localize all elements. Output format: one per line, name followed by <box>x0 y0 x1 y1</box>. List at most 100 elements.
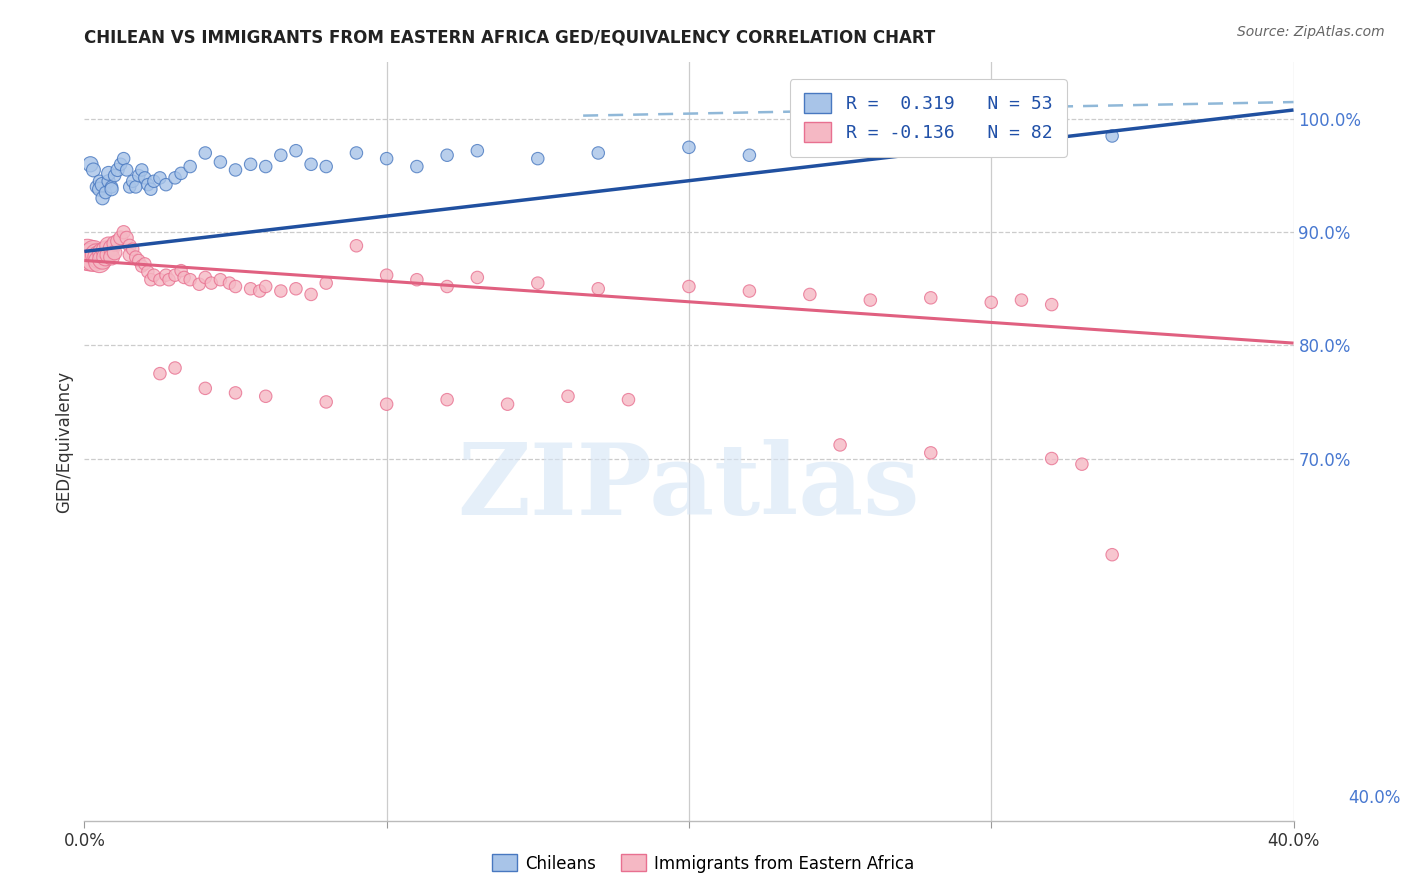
Point <box>980 295 1002 310</box>
Point <box>375 268 398 283</box>
Point <box>128 169 150 183</box>
Point <box>131 163 153 178</box>
Text: CHILEAN VS IMMIGRANTS FROM EASTERN AFRICA GED/EQUIVALENCY CORRELATION CHART: CHILEAN VS IMMIGRANTS FROM EASTERN AFRIC… <box>84 29 935 47</box>
Point <box>125 250 148 264</box>
Point <box>97 248 120 262</box>
Point <box>194 270 217 285</box>
Point <box>557 389 579 403</box>
Text: 40.0%: 40.0% <box>1348 789 1400 807</box>
Point <box>118 239 141 253</box>
Point <box>125 180 148 194</box>
Point <box>157 273 180 287</box>
Point <box>82 245 104 260</box>
Point <box>107 163 129 178</box>
Point <box>100 182 122 196</box>
Point <box>799 287 821 301</box>
Point <box>115 163 138 178</box>
Point <box>239 157 262 171</box>
Point <box>104 245 127 260</box>
Point <box>299 157 322 171</box>
Point <box>375 397 398 411</box>
Point <box>89 250 111 264</box>
Point <box>225 163 247 178</box>
Point <box>170 263 193 277</box>
Point <box>128 253 150 268</box>
Point <box>179 160 201 174</box>
Point <box>527 152 550 166</box>
Point <box>239 282 262 296</box>
Point <box>139 182 162 196</box>
Point <box>118 248 141 262</box>
Point <box>94 244 117 258</box>
Point <box>76 248 98 262</box>
Point <box>194 145 217 160</box>
Point <box>149 170 172 185</box>
Point <box>1101 128 1123 143</box>
Point <box>436 279 458 293</box>
Point <box>527 276 550 290</box>
Point <box>165 170 187 185</box>
Point <box>97 239 120 253</box>
Point <box>285 144 308 158</box>
Point <box>136 178 159 192</box>
Point <box>225 385 247 400</box>
Point <box>142 268 165 283</box>
Point <box>617 392 640 407</box>
Point <box>346 145 368 160</box>
Point <box>346 239 368 253</box>
Point <box>82 252 104 267</box>
Point <box>254 279 277 293</box>
Point <box>97 174 120 188</box>
Point <box>100 250 122 264</box>
Point <box>920 446 942 460</box>
Point <box>91 191 114 205</box>
Point <box>173 270 195 285</box>
Point <box>315 395 337 409</box>
Point <box>121 242 143 256</box>
Point <box>170 166 193 180</box>
Point <box>89 254 111 268</box>
Text: Source: ZipAtlas.com: Source: ZipAtlas.com <box>1237 25 1385 39</box>
Point <box>134 257 156 271</box>
Point <box>218 276 240 290</box>
Point <box>467 144 489 158</box>
Point <box>121 174 143 188</box>
Point <box>436 148 458 162</box>
Point <box>738 284 761 298</box>
Point <box>89 182 111 196</box>
Point <box>315 160 337 174</box>
Point <box>110 231 132 245</box>
Point <box>136 265 159 279</box>
Point <box>1040 297 1063 311</box>
Point <box>254 389 277 403</box>
Point <box>165 361 187 376</box>
Point <box>588 145 610 160</box>
Point <box>79 157 101 171</box>
Legend: Chileans, Immigrants from Eastern Africa: Chileans, Immigrants from Eastern Africa <box>485 847 921 880</box>
Point <box>100 180 122 194</box>
Point <box>920 136 942 151</box>
Point <box>91 252 114 267</box>
Point <box>830 144 852 158</box>
Point <box>194 381 217 395</box>
Point <box>1101 548 1123 562</box>
Point <box>86 180 108 194</box>
Point <box>82 163 104 178</box>
Point <box>406 160 429 174</box>
Point <box>112 152 135 166</box>
Point <box>209 273 232 287</box>
Point <box>678 279 700 293</box>
Point <box>1011 132 1033 146</box>
Point <box>115 231 138 245</box>
Point <box>588 282 610 296</box>
Point <box>94 250 117 264</box>
Point <box>375 152 398 166</box>
Point <box>104 169 127 183</box>
Point <box>131 259 153 273</box>
Point <box>118 180 141 194</box>
Point <box>112 225 135 239</box>
Point <box>91 245 114 260</box>
Point <box>1071 457 1094 471</box>
Point <box>209 155 232 169</box>
Point <box>149 273 172 287</box>
